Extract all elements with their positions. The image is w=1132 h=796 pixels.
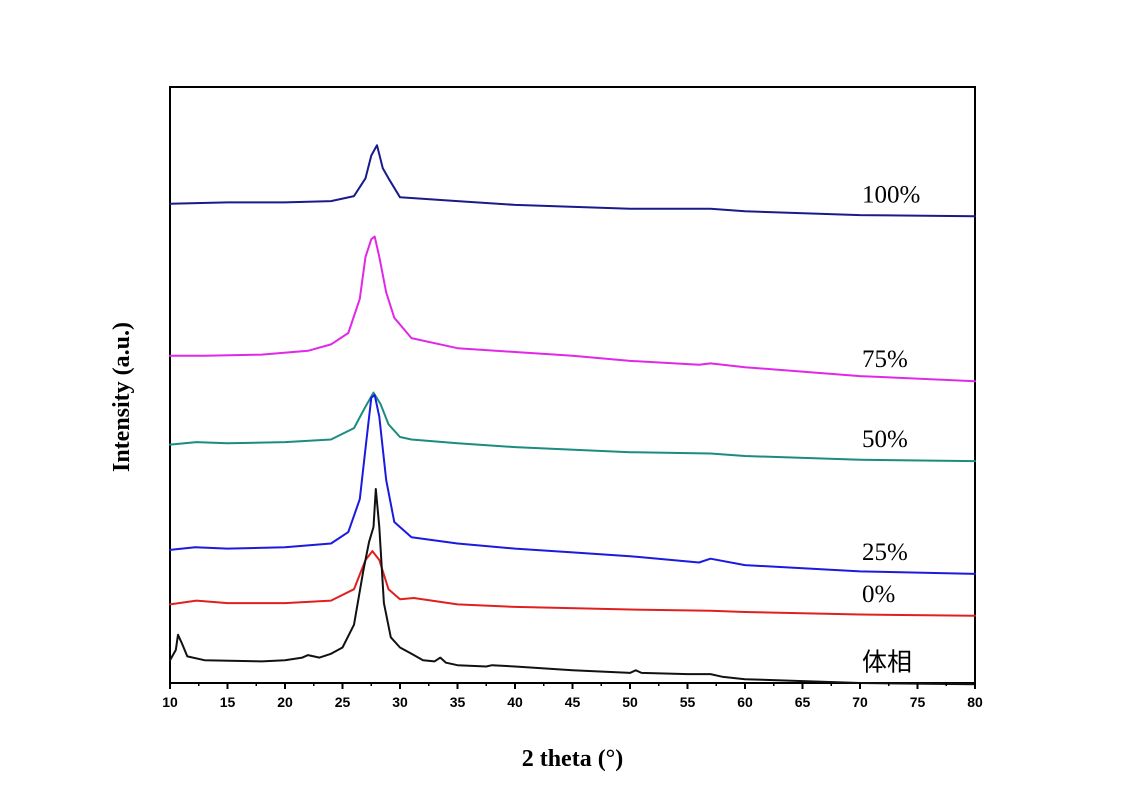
- x-tick-label: 35: [450, 694, 466, 710]
- x-tick-label: 40: [507, 694, 523, 710]
- x-tick-label: 80: [967, 694, 983, 710]
- series-label-2: 50%: [862, 426, 908, 453]
- x-tick-label: 15: [220, 694, 236, 710]
- x-tick-label: 30: [392, 694, 408, 710]
- series-line-1: [169, 235, 976, 383]
- series-label-5: 体相: [862, 648, 912, 676]
- x-tick-label: 65: [795, 694, 811, 710]
- x-tick-label: 55: [680, 694, 696, 710]
- x-axis-ticks: 10 15 20 25 30 35 40 45 50 55 60 65 70 75 80: [162, 683, 983, 710]
- series-label-1: 75%: [862, 346, 908, 373]
- x-tick-label: 75: [910, 694, 926, 710]
- series-line-4: [169, 550, 976, 617]
- y-axis-title: Intensity (a.u.): [109, 322, 135, 472]
- x-tick-label: 20: [277, 694, 293, 710]
- x-tick-label: 10: [162, 694, 178, 710]
- series-line-5: [169, 488, 976, 686]
- x-tick-label: 50: [622, 694, 638, 710]
- plot-frame: [169, 86, 976, 684]
- x-tick-label: 60: [737, 694, 753, 710]
- series-line-3: [169, 394, 976, 575]
- series-line-2: [169, 391, 976, 463]
- series-label-4: 0%: [862, 581, 895, 608]
- x-tick-label: 70: [852, 694, 868, 710]
- x-axis-title: 2 theta (°): [522, 746, 624, 772]
- series-layer: [169, 144, 976, 686]
- series-line-0: [169, 144, 976, 218]
- series-label-0: 100%: [862, 181, 920, 208]
- x-tick-label: 45: [565, 694, 581, 710]
- x-tick-label: 25: [335, 694, 351, 710]
- series-label-3: 25%: [862, 539, 908, 566]
- series-label-layer: 100% 75% 50% 25% 0% 体相: [862, 181, 920, 676]
